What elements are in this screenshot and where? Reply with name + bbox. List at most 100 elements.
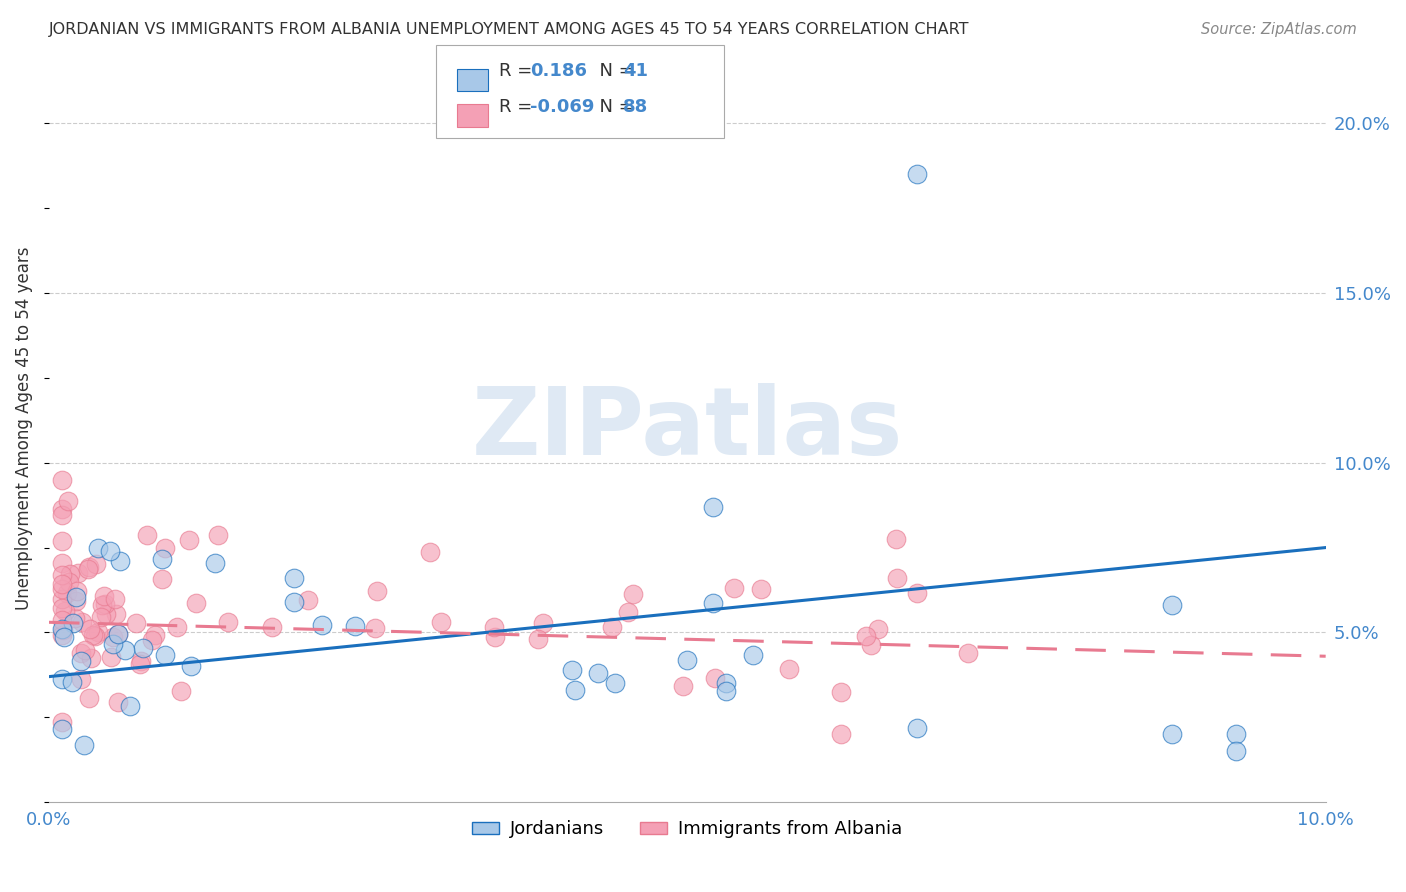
Point [90,610,112,624]
Y-axis label: Unemployment Among Ages 45 to 54 years: Unemployment Among Ages 45 to 54 years [15,247,32,610]
Point [527,632,550,646]
Point [741,648,763,662]
Point [344,619,367,633]
Point [153,541,176,555]
Point [58,575,80,590]
Point [73,738,96,752]
Point [621,587,644,601]
Text: 41: 41 [623,62,648,80]
Point [66,566,89,580]
Point [217,615,239,629]
Point [87,541,110,556]
Point [184,596,207,610]
Point [53,604,76,618]
Point [100,650,122,665]
Point [51,714,73,729]
Text: R =: R = [499,98,538,116]
Text: JORDANIAN VS IMMIGRANTS FROM ALBANIA UNEMPLOYMENT AMONG AGES 45 TO 54 YEARS CORR: JORDANIAN VS IMMIGRANTS FROM ALBANIA UNE… [49,22,970,37]
Point [364,621,387,635]
Point [602,620,624,634]
Point [830,727,852,741]
Point [51,628,73,642]
Point [714,676,737,690]
Point [107,694,129,708]
Text: 0.186: 0.186 [530,62,588,80]
Point [672,679,695,693]
Point [204,556,226,570]
Point [297,593,319,607]
Point [603,676,626,690]
Point [77,690,100,705]
Point [561,664,583,678]
Point [107,627,129,641]
Text: N =: N = [588,62,640,80]
Point [716,683,738,698]
Point [702,596,724,610]
Point [52,630,75,644]
Point [207,527,229,541]
Point [76,562,98,576]
Point [60,675,83,690]
Point [1161,598,1184,612]
Point [586,666,609,681]
Point [84,630,107,644]
Point [51,613,73,627]
Point [93,589,115,603]
Point [179,533,201,548]
Point [65,590,87,604]
Point [884,532,907,546]
Point [62,615,84,630]
Point [51,722,73,736]
Point [143,628,166,642]
Point [430,615,453,630]
Point [73,643,96,657]
Point [79,559,101,574]
Point [868,622,890,636]
Point [70,646,93,660]
Point [366,583,388,598]
Point [79,623,101,637]
Point [104,591,127,606]
Point [51,622,73,636]
Point [150,551,173,566]
Point [55,585,77,599]
Point [70,654,93,668]
Point [484,620,506,634]
Point [751,582,773,596]
Point [65,594,87,608]
Text: -0.069: -0.069 [530,98,595,116]
Point [51,568,73,582]
Point [51,557,73,571]
Point [905,585,928,599]
Point [180,659,202,673]
Point [101,630,124,644]
Point [166,620,188,634]
Point [531,616,554,631]
Point [70,615,93,630]
Point [94,598,117,612]
Point [51,601,73,615]
Point [51,672,73,686]
Point [120,698,142,713]
Point [51,508,73,522]
Point [100,544,122,558]
Point [135,528,157,542]
Point [69,672,91,686]
Point [105,607,128,621]
Legend: Jordanians, Immigrants from Albania: Jordanians, Immigrants from Albania [465,814,910,846]
Point [96,607,118,622]
Point [90,598,112,612]
Point [52,623,75,637]
Point [957,646,980,660]
Text: R =: R = [499,62,538,80]
Point [676,653,699,667]
Point [51,502,73,516]
Text: ZIPatlas: ZIPatlas [471,383,903,475]
Point [153,648,176,662]
Point [262,620,284,634]
Point [886,571,908,585]
Point [484,630,506,644]
Point [150,573,173,587]
Point [51,473,73,487]
Point [830,685,852,699]
